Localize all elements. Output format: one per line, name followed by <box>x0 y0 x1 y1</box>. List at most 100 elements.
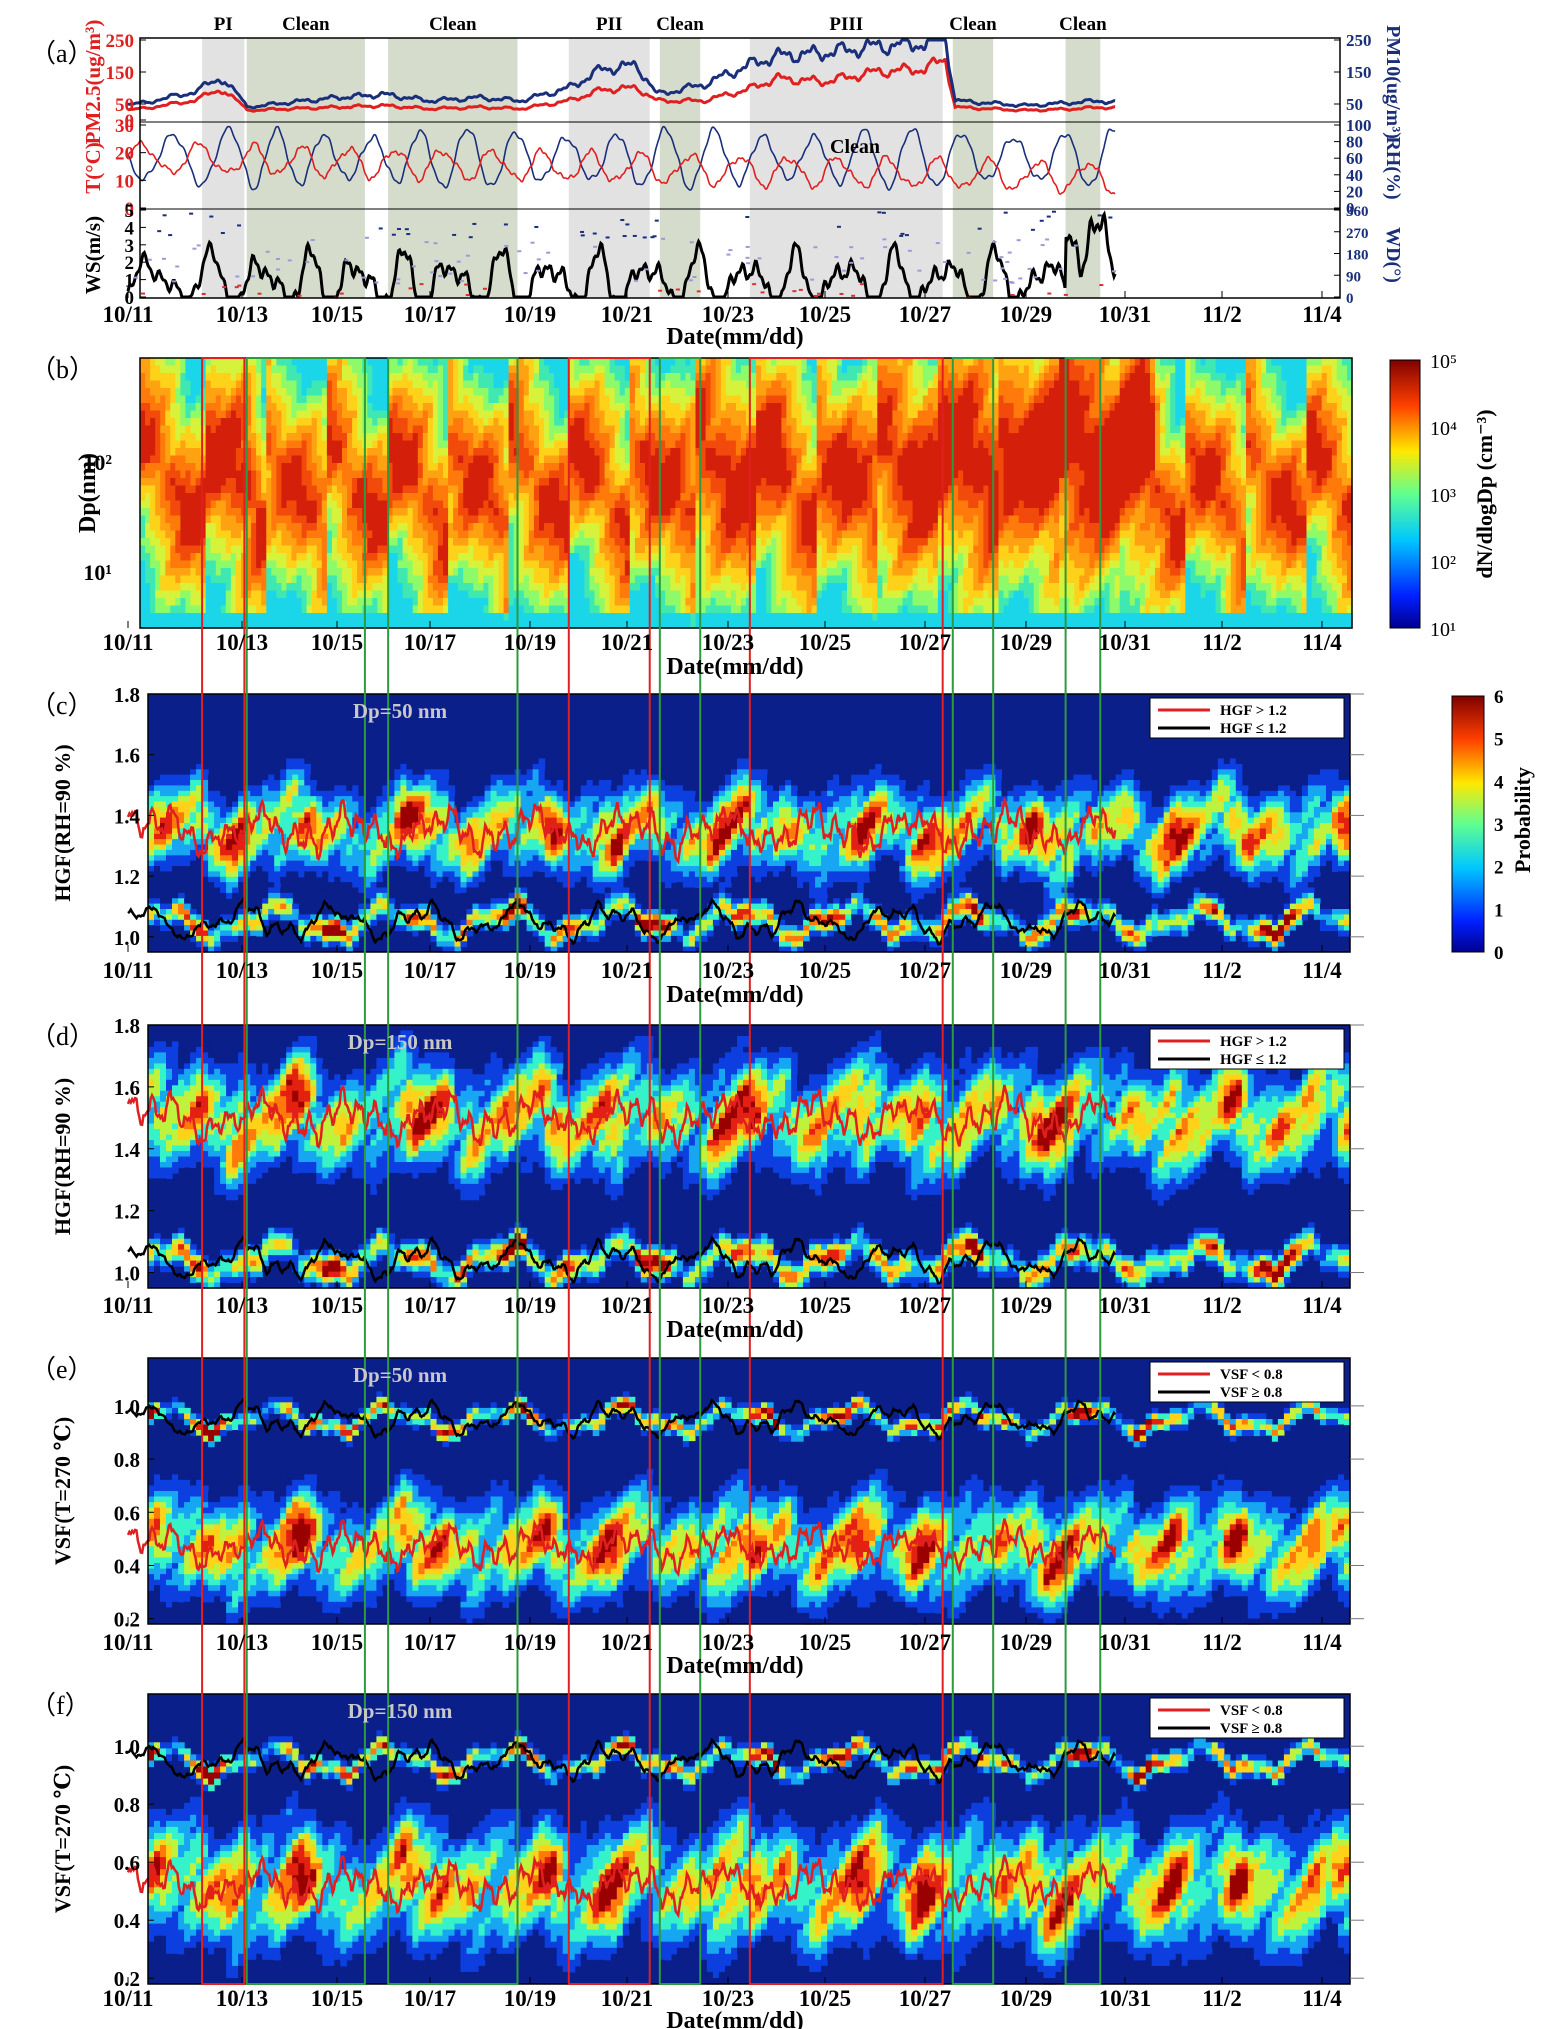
wd-point <box>237 224 241 226</box>
psd-cell <box>640 433 646 441</box>
psd-cell <box>377 561 383 569</box>
psd-cell <box>509 591 515 599</box>
psd-cell <box>256 426 262 434</box>
psd-cell <box>791 583 797 591</box>
psd-cell <box>226 441 232 449</box>
psd-cell <box>453 388 459 396</box>
psd-cell <box>761 523 767 531</box>
psd-cell <box>741 381 747 389</box>
psd-cell <box>690 493 696 501</box>
psd-cell <box>185 441 191 449</box>
psd-cell <box>539 381 545 389</box>
psd-cell <box>665 553 671 561</box>
psd-cell <box>504 576 510 584</box>
psd-cell <box>549 516 555 524</box>
psd-cell <box>494 358 500 366</box>
psd-cell <box>196 373 202 381</box>
psd-cell <box>398 508 404 516</box>
psd-cell <box>473 358 479 366</box>
psd-cell <box>458 381 464 389</box>
psd-cell <box>600 606 606 614</box>
psd-cell <box>332 531 338 539</box>
psd-cell <box>675 471 681 479</box>
psd-cell <box>812 568 818 576</box>
psd-cell <box>494 486 500 494</box>
psd-cell <box>630 546 636 554</box>
psd-cell <box>605 568 611 576</box>
psd-cell <box>170 598 176 606</box>
psd-cell <box>408 478 414 486</box>
psd-cell <box>312 561 318 569</box>
psd-cell <box>211 538 217 546</box>
psd-cell <box>276 538 282 546</box>
psd-cell <box>524 478 530 486</box>
psd-cell <box>791 546 797 554</box>
psd-cell <box>236 613 242 621</box>
psd-cell <box>221 478 227 486</box>
psd-cell <box>175 373 181 381</box>
psd-cell <box>579 366 585 374</box>
psd-cell <box>569 448 575 456</box>
psd-cell <box>494 493 500 501</box>
psd-cell <box>690 613 696 621</box>
psd-cell <box>165 433 171 441</box>
psd-cell <box>226 583 232 591</box>
wd-point <box>792 290 796 292</box>
psd-cell <box>160 418 166 426</box>
psd-cell <box>751 426 757 434</box>
psd-cell <box>483 523 489 531</box>
psd-cell <box>206 403 212 411</box>
psd-cell <box>155 501 161 509</box>
psd-cell <box>216 381 222 389</box>
psd-cell <box>776 448 782 456</box>
psd-cell <box>554 471 560 479</box>
psd-cell <box>286 366 292 374</box>
psd-cell <box>736 486 742 494</box>
psd-cell <box>685 493 691 501</box>
psd-cell <box>357 606 363 614</box>
psd-cell <box>494 598 500 606</box>
psd-cell <box>221 613 227 621</box>
psd-cell <box>615 531 621 539</box>
psd-cell <box>706 456 712 464</box>
psd-cell <box>630 448 636 456</box>
psd-cell <box>297 463 303 471</box>
psd-cell <box>140 358 146 366</box>
psd-cell <box>170 576 176 584</box>
psd-cell <box>281 471 287 479</box>
psd-cell <box>337 418 343 426</box>
psd-cell <box>488 538 494 546</box>
psd-cell <box>791 531 797 539</box>
psd-cell <box>377 508 383 516</box>
psd-cell <box>372 388 378 396</box>
psd-cell <box>413 546 419 554</box>
psd-cell <box>524 463 530 471</box>
psd-cell <box>367 366 373 374</box>
psd-cell <box>175 568 181 576</box>
psd-cell <box>751 606 757 614</box>
psd-cell <box>211 501 217 509</box>
psd-cell <box>185 381 191 389</box>
psd-cell <box>211 553 217 561</box>
psd-cell <box>766 516 772 524</box>
psd-cell <box>211 448 217 456</box>
psd-cell <box>726 516 732 524</box>
psd-cell <box>463 546 469 554</box>
psd-cell <box>771 538 777 546</box>
psd-cell <box>428 373 434 381</box>
psd-cell <box>529 388 535 396</box>
psd-cell <box>786 418 792 426</box>
psd-cell <box>812 448 818 456</box>
psd-cell <box>357 396 363 404</box>
psd-cell <box>544 403 550 411</box>
psd-cell <box>352 583 358 591</box>
psd-cell <box>776 583 782 591</box>
psd-cell <box>635 426 641 434</box>
psd-cell <box>549 613 555 621</box>
psd-cell <box>721 553 727 561</box>
psd-cell <box>802 448 808 456</box>
psd-cell <box>322 553 328 561</box>
psd-cell <box>630 366 636 374</box>
psd-cell <box>408 606 414 614</box>
wd-point <box>899 235 903 237</box>
